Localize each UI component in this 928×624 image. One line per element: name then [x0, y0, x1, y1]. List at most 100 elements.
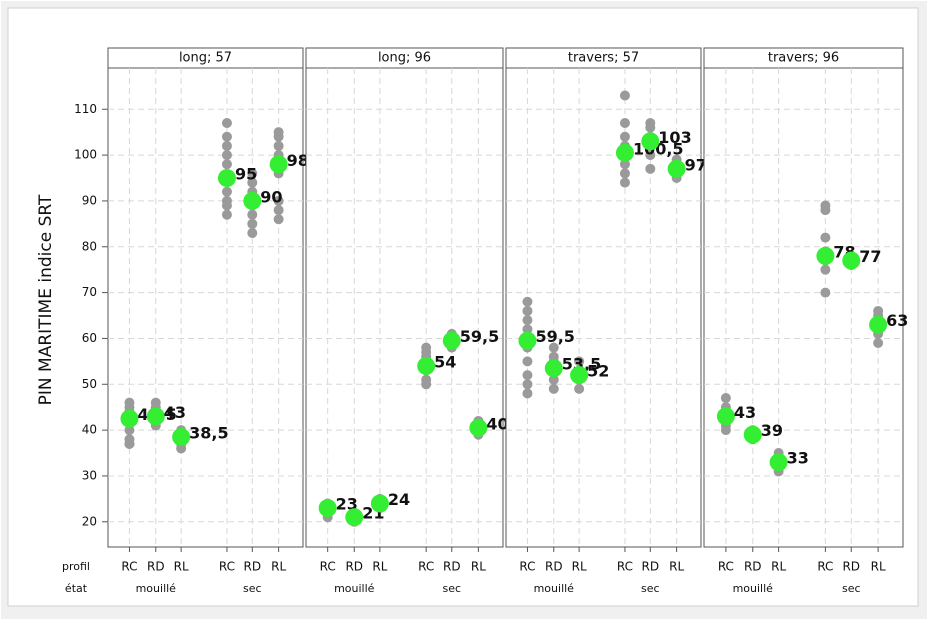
point	[221, 209, 232, 220]
x-tick-label: RC	[617, 560, 633, 574]
median	[842, 251, 861, 270]
point	[522, 370, 533, 381]
panel	[107, 67, 304, 548]
point	[421, 342, 432, 353]
x-tick-label: RD	[545, 560, 563, 574]
point	[574, 356, 585, 367]
x-tick-label: RL	[271, 560, 286, 574]
median	[269, 155, 288, 174]
point	[873, 338, 884, 349]
x-tick-label: RL	[669, 560, 684, 574]
point	[421, 374, 432, 385]
median	[544, 359, 563, 378]
x-tick-label: RD	[443, 560, 461, 574]
point	[273, 214, 284, 225]
median	[318, 499, 337, 518]
x-tick-label: RL	[174, 560, 189, 574]
y-tick-label: 50	[82, 377, 97, 391]
point	[548, 383, 559, 394]
group-label: sec	[443, 582, 462, 595]
group-label: mouillé	[733, 582, 774, 595]
median	[469, 418, 488, 437]
data-label: 103	[658, 128, 691, 147]
point	[619, 159, 630, 170]
y-tick-label: 70	[82, 285, 97, 299]
data-label: 38,5	[189, 423, 228, 442]
point	[820, 287, 831, 298]
x-tick-label: RD	[642, 560, 660, 574]
point	[522, 305, 533, 316]
median	[570, 366, 589, 385]
point	[574, 383, 585, 394]
median	[217, 169, 236, 188]
x-tick-label: RL	[771, 560, 786, 574]
x-tick-label: RC	[320, 560, 336, 574]
x-tick-label: RC	[519, 560, 535, 574]
y-tick-label: 90	[82, 193, 97, 207]
data-label: 90	[260, 187, 282, 206]
median	[518, 331, 537, 350]
y-axis-label: PIN MARITIME indice SRT	[36, 194, 56, 405]
group-label: sec	[243, 582, 262, 595]
x-tick-label: RC	[418, 560, 434, 574]
median	[370, 494, 389, 513]
y-tick-label: 110	[74, 102, 97, 116]
x-tick-label: RD	[842, 560, 860, 574]
data-label: 43	[164, 403, 186, 422]
y-tick-label: 100	[74, 148, 97, 162]
point	[522, 315, 533, 326]
point	[619, 131, 630, 142]
x-tick-label: RC	[121, 560, 137, 574]
y-tick-label: 80	[82, 239, 97, 253]
point	[720, 393, 731, 404]
row-label: état	[65, 582, 88, 595]
point	[645, 118, 656, 129]
data-label: 97	[685, 155, 707, 174]
group-label: mouillé	[534, 582, 575, 595]
point	[221, 150, 232, 161]
x-tick-label: RD	[744, 560, 762, 574]
point	[820, 232, 831, 243]
data-label: 59,5	[535, 327, 574, 346]
point	[619, 177, 630, 188]
panel-title: long; 57	[179, 51, 232, 66]
point	[522, 388, 533, 399]
y-tick-label: 20	[82, 514, 97, 528]
median	[816, 246, 835, 265]
x-tick-label: RC	[817, 560, 833, 574]
point	[247, 228, 258, 239]
point	[645, 163, 656, 174]
point	[247, 209, 258, 220]
point	[221, 159, 232, 170]
point	[221, 131, 232, 142]
group-label: mouillé	[136, 582, 177, 595]
point	[548, 342, 559, 353]
data-label: 59,5	[460, 327, 499, 346]
point	[619, 168, 630, 179]
x-tick-label: RD	[345, 560, 363, 574]
point	[247, 177, 258, 188]
data-label: 63	[886, 311, 908, 330]
point	[273, 127, 284, 138]
point	[522, 379, 533, 390]
point	[619, 118, 630, 129]
point	[522, 356, 533, 367]
x-tick-label: RL	[572, 560, 587, 574]
data-label: 98	[287, 151, 309, 170]
panel	[703, 67, 904, 548]
x-tick-label: RC	[219, 560, 235, 574]
x-tick-label: RL	[471, 560, 486, 574]
y-tick-label: 40	[82, 423, 97, 437]
median	[869, 315, 888, 334]
data-label: 54	[434, 352, 456, 371]
point	[820, 200, 831, 211]
point	[273, 140, 284, 151]
x-tick-label: RL	[372, 560, 387, 574]
point	[124, 425, 135, 436]
point	[619, 90, 630, 101]
median	[667, 159, 686, 178]
group-label: sec	[842, 582, 861, 595]
point	[150, 397, 161, 408]
x-tick-label: RD	[244, 560, 262, 574]
